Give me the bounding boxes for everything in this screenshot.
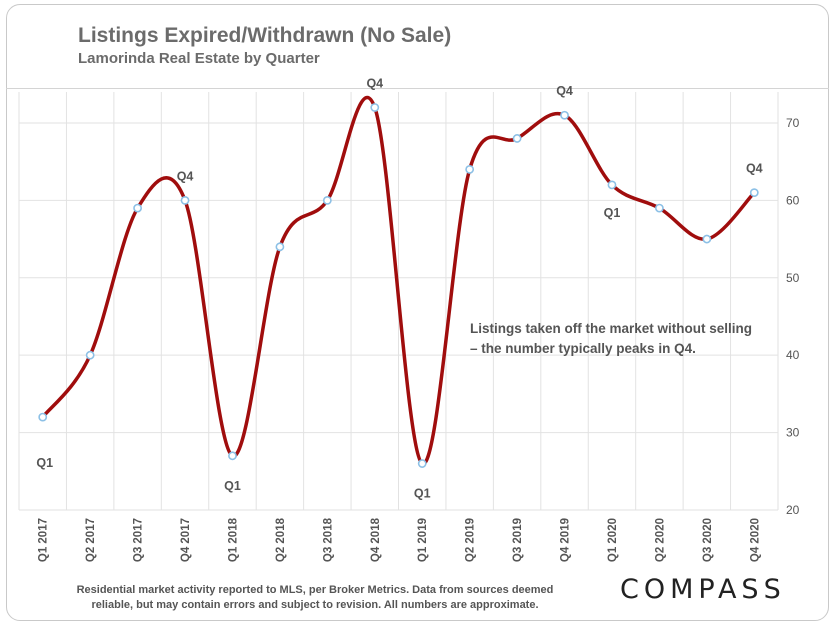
x-tick-label: Q1 2019	[417, 518, 429, 562]
y-tick-label: 50	[786, 271, 800, 285]
data-point	[180, 195, 190, 205]
data-point	[417, 459, 427, 468]
compass-logo: COMPASS	[620, 574, 786, 605]
x-tick-label: Q3 2019	[512, 518, 524, 562]
point-label: Q1	[36, 456, 53, 470]
series-line	[41, 95, 756, 466]
data-point	[85, 350, 95, 360]
x-tick-label: Q4 2019	[560, 518, 572, 562]
data-point	[749, 188, 759, 198]
footer-line-2: reliable, but may contain errors and sub…	[91, 599, 539, 611]
data-point	[133, 203, 142, 213]
y-tick-label: 70	[786, 116, 800, 130]
data-point	[370, 103, 380, 112]
x-tick-label: Q3 2020	[702, 518, 714, 562]
x-tick-label: Q2 2020	[654, 518, 666, 562]
x-tick-label: Q1 2018	[227, 517, 239, 562]
chart-frame	[6, 4, 829, 621]
point-label: Q1	[414, 487, 431, 501]
point-label: Q1	[224, 479, 241, 493]
annotation-line-2: – the number typically peaks in Q4.	[470, 341, 696, 356]
data-point	[275, 242, 285, 252]
point-label: Q4	[177, 169, 194, 183]
x-tick-label: Q4 2018	[370, 517, 382, 562]
data-point	[655, 203, 664, 213]
point-label: Q4	[366, 76, 383, 90]
y-tick-label: 30	[786, 426, 800, 440]
y-tick-label: 20	[786, 503, 800, 517]
data-point	[465, 165, 475, 174]
header-divider	[6, 88, 829, 89]
data-point	[228, 451, 237, 461]
data-point	[322, 195, 332, 205]
chart-title: Listings Expired/Withdrawn (No Sale)	[78, 24, 452, 47]
footer-line-1: Residential market activity reported to …	[76, 584, 554, 596]
x-tick-label: Q4 2020	[749, 518, 761, 562]
annotation-line-1: Listings taken off the market without se…	[470, 321, 752, 336]
point-label: Q1	[604, 206, 621, 220]
y-tick-label: 40	[786, 348, 800, 362]
data-point	[607, 180, 617, 190]
point-label: Q4	[746, 162, 763, 176]
data-point	[560, 110, 569, 120]
x-tick-label: Q3 2018	[322, 517, 334, 562]
footer-disclaimer: Residential market activity reported to …	[70, 583, 560, 613]
x-tick-label: Q1 2017	[38, 518, 50, 562]
data-point	[512, 134, 522, 143]
x-tick-label: Q2 2018	[275, 517, 287, 562]
y-tick-label: 60	[786, 193, 800, 207]
chart-subtitle: Lamorinda Real Estate by Quarter	[78, 50, 320, 67]
data-point	[38, 412, 48, 422]
x-tick-label: Q3 2017	[133, 518, 145, 562]
data-point	[702, 234, 712, 244]
point-label: Q4	[556, 84, 573, 98]
x-tick-label: Q2 2019	[465, 518, 477, 562]
x-tick-label: Q4 2017	[180, 518, 192, 562]
x-tick-label: Q2 2017	[85, 518, 97, 562]
x-tick-label: Q1 2020	[607, 518, 619, 562]
